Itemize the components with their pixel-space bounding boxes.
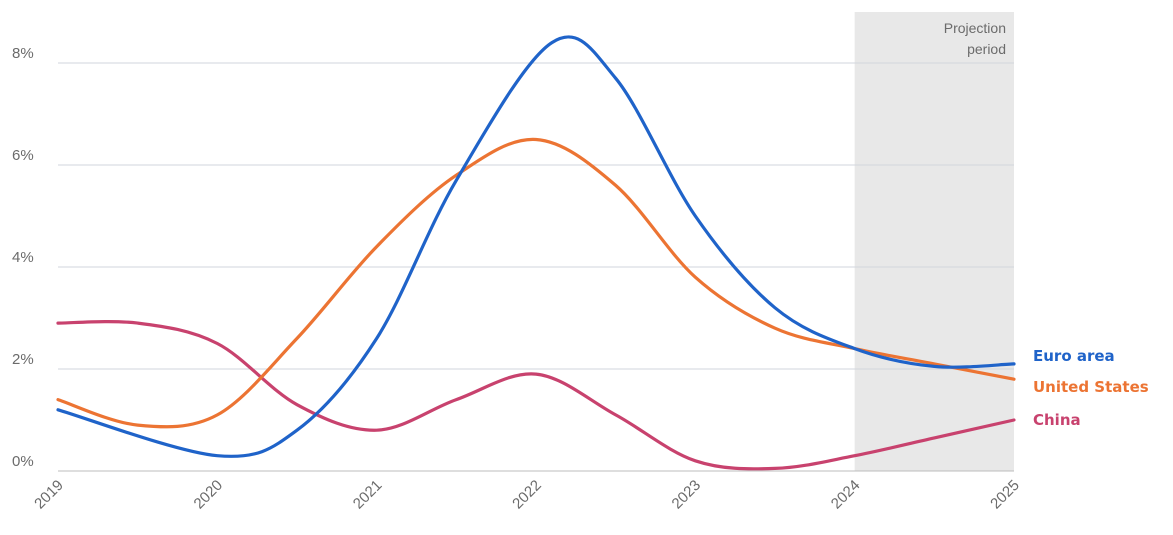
legend-label-china: China	[1033, 411, 1081, 429]
x-tick-label: 2020	[191, 477, 227, 513]
y-tick-label: 2%	[12, 351, 34, 368]
y-tick-label: 4%	[12, 249, 34, 266]
y-axis: 0% 2% 4% 6% 8%	[12, 45, 34, 470]
y-tick-label: 0%	[12, 453, 34, 470]
x-tick-label: 2021	[350, 477, 386, 513]
projection-period-shading	[854, 12, 1014, 471]
series-line-euro-area	[56, 35, 1016, 458]
x-tick-label: 2025	[987, 477, 1023, 513]
gridlines	[58, 62, 1014, 472]
x-tick-label: 2024	[828, 477, 864, 513]
x-tick-label: 2023	[669, 477, 705, 513]
projection-layer: Projection period	[854, 12, 1014, 471]
x-tick-label: 2019	[31, 477, 67, 513]
y-tick-label: 6%	[12, 147, 34, 164]
x-tick-label: 2022	[509, 477, 545, 513]
y-tick-label: 8%	[12, 45, 34, 62]
series-lines	[56, 35, 1016, 471]
legend: Euro area United States China	[1033, 347, 1149, 429]
legend-label-united-states: United States	[1033, 378, 1149, 396]
legend-label-euro-area: Euro area	[1033, 347, 1115, 365]
projection-label-line1: Projection	[944, 20, 1006, 36]
series-line-china	[56, 319, 1016, 471]
projection-label-line2: period	[967, 41, 1006, 57]
x-axis: 2019 2020 2021 2022 2023 2024 2025	[31, 477, 1023, 513]
